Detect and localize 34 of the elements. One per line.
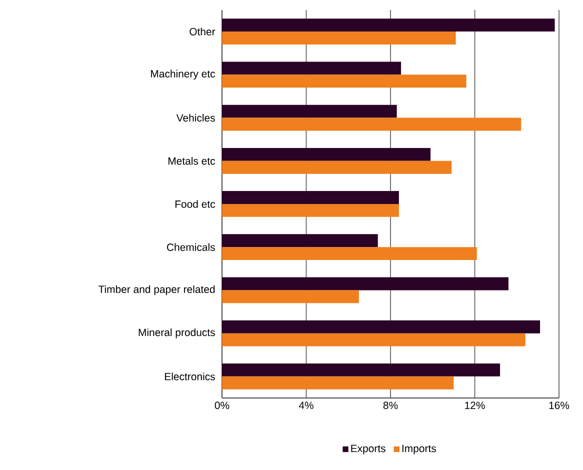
bar [222, 191, 399, 204]
bar [222, 160, 452, 174]
bar [222, 148, 431, 161]
bar [222, 364, 500, 376]
legend-label: Imports [402, 444, 436, 454]
bar [222, 376, 454, 390]
y-tick-label: Chemicals [167, 243, 215, 251]
x-tick-label: 12% [465, 402, 485, 410]
bar [222, 277, 508, 290]
legend-label: Exports [351, 444, 386, 454]
y-tick-label: Other [190, 28, 216, 36]
bar [222, 247, 477, 260]
bar [222, 118, 522, 131]
bar [222, 320, 540, 334]
y-tick-label: Metals etc [168, 157, 216, 165]
bar [222, 204, 399, 217]
y-tick-label: Vehicles [176, 114, 215, 122]
x-tick-label: 4% [298, 402, 314, 409]
y-tick-label: Electronics [165, 372, 215, 380]
bar [222, 333, 526, 346]
y-tick-label: Machinery etc [151, 70, 216, 80]
bar [222, 74, 466, 88]
x-tick-label: 8% [383, 402, 398, 410]
y-tick-label: Food etc [175, 200, 216, 208]
bar [222, 234, 378, 248]
bar [222, 290, 359, 304]
y-tick-label: Mineral products [138, 328, 215, 338]
bar [222, 62, 402, 75]
x-tick-label: 16% [549, 402, 570, 410]
bar [222, 104, 397, 118]
x-tick-label: 0% [214, 402, 230, 410]
y-tick-label: Timber and paper related [98, 285, 215, 296]
bar [222, 18, 555, 32]
bar [222, 32, 456, 44]
